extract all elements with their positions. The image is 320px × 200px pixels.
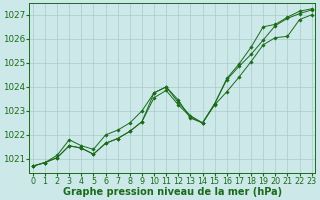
X-axis label: Graphe pression niveau de la mer (hPa): Graphe pression niveau de la mer (hPa)	[63, 187, 282, 197]
